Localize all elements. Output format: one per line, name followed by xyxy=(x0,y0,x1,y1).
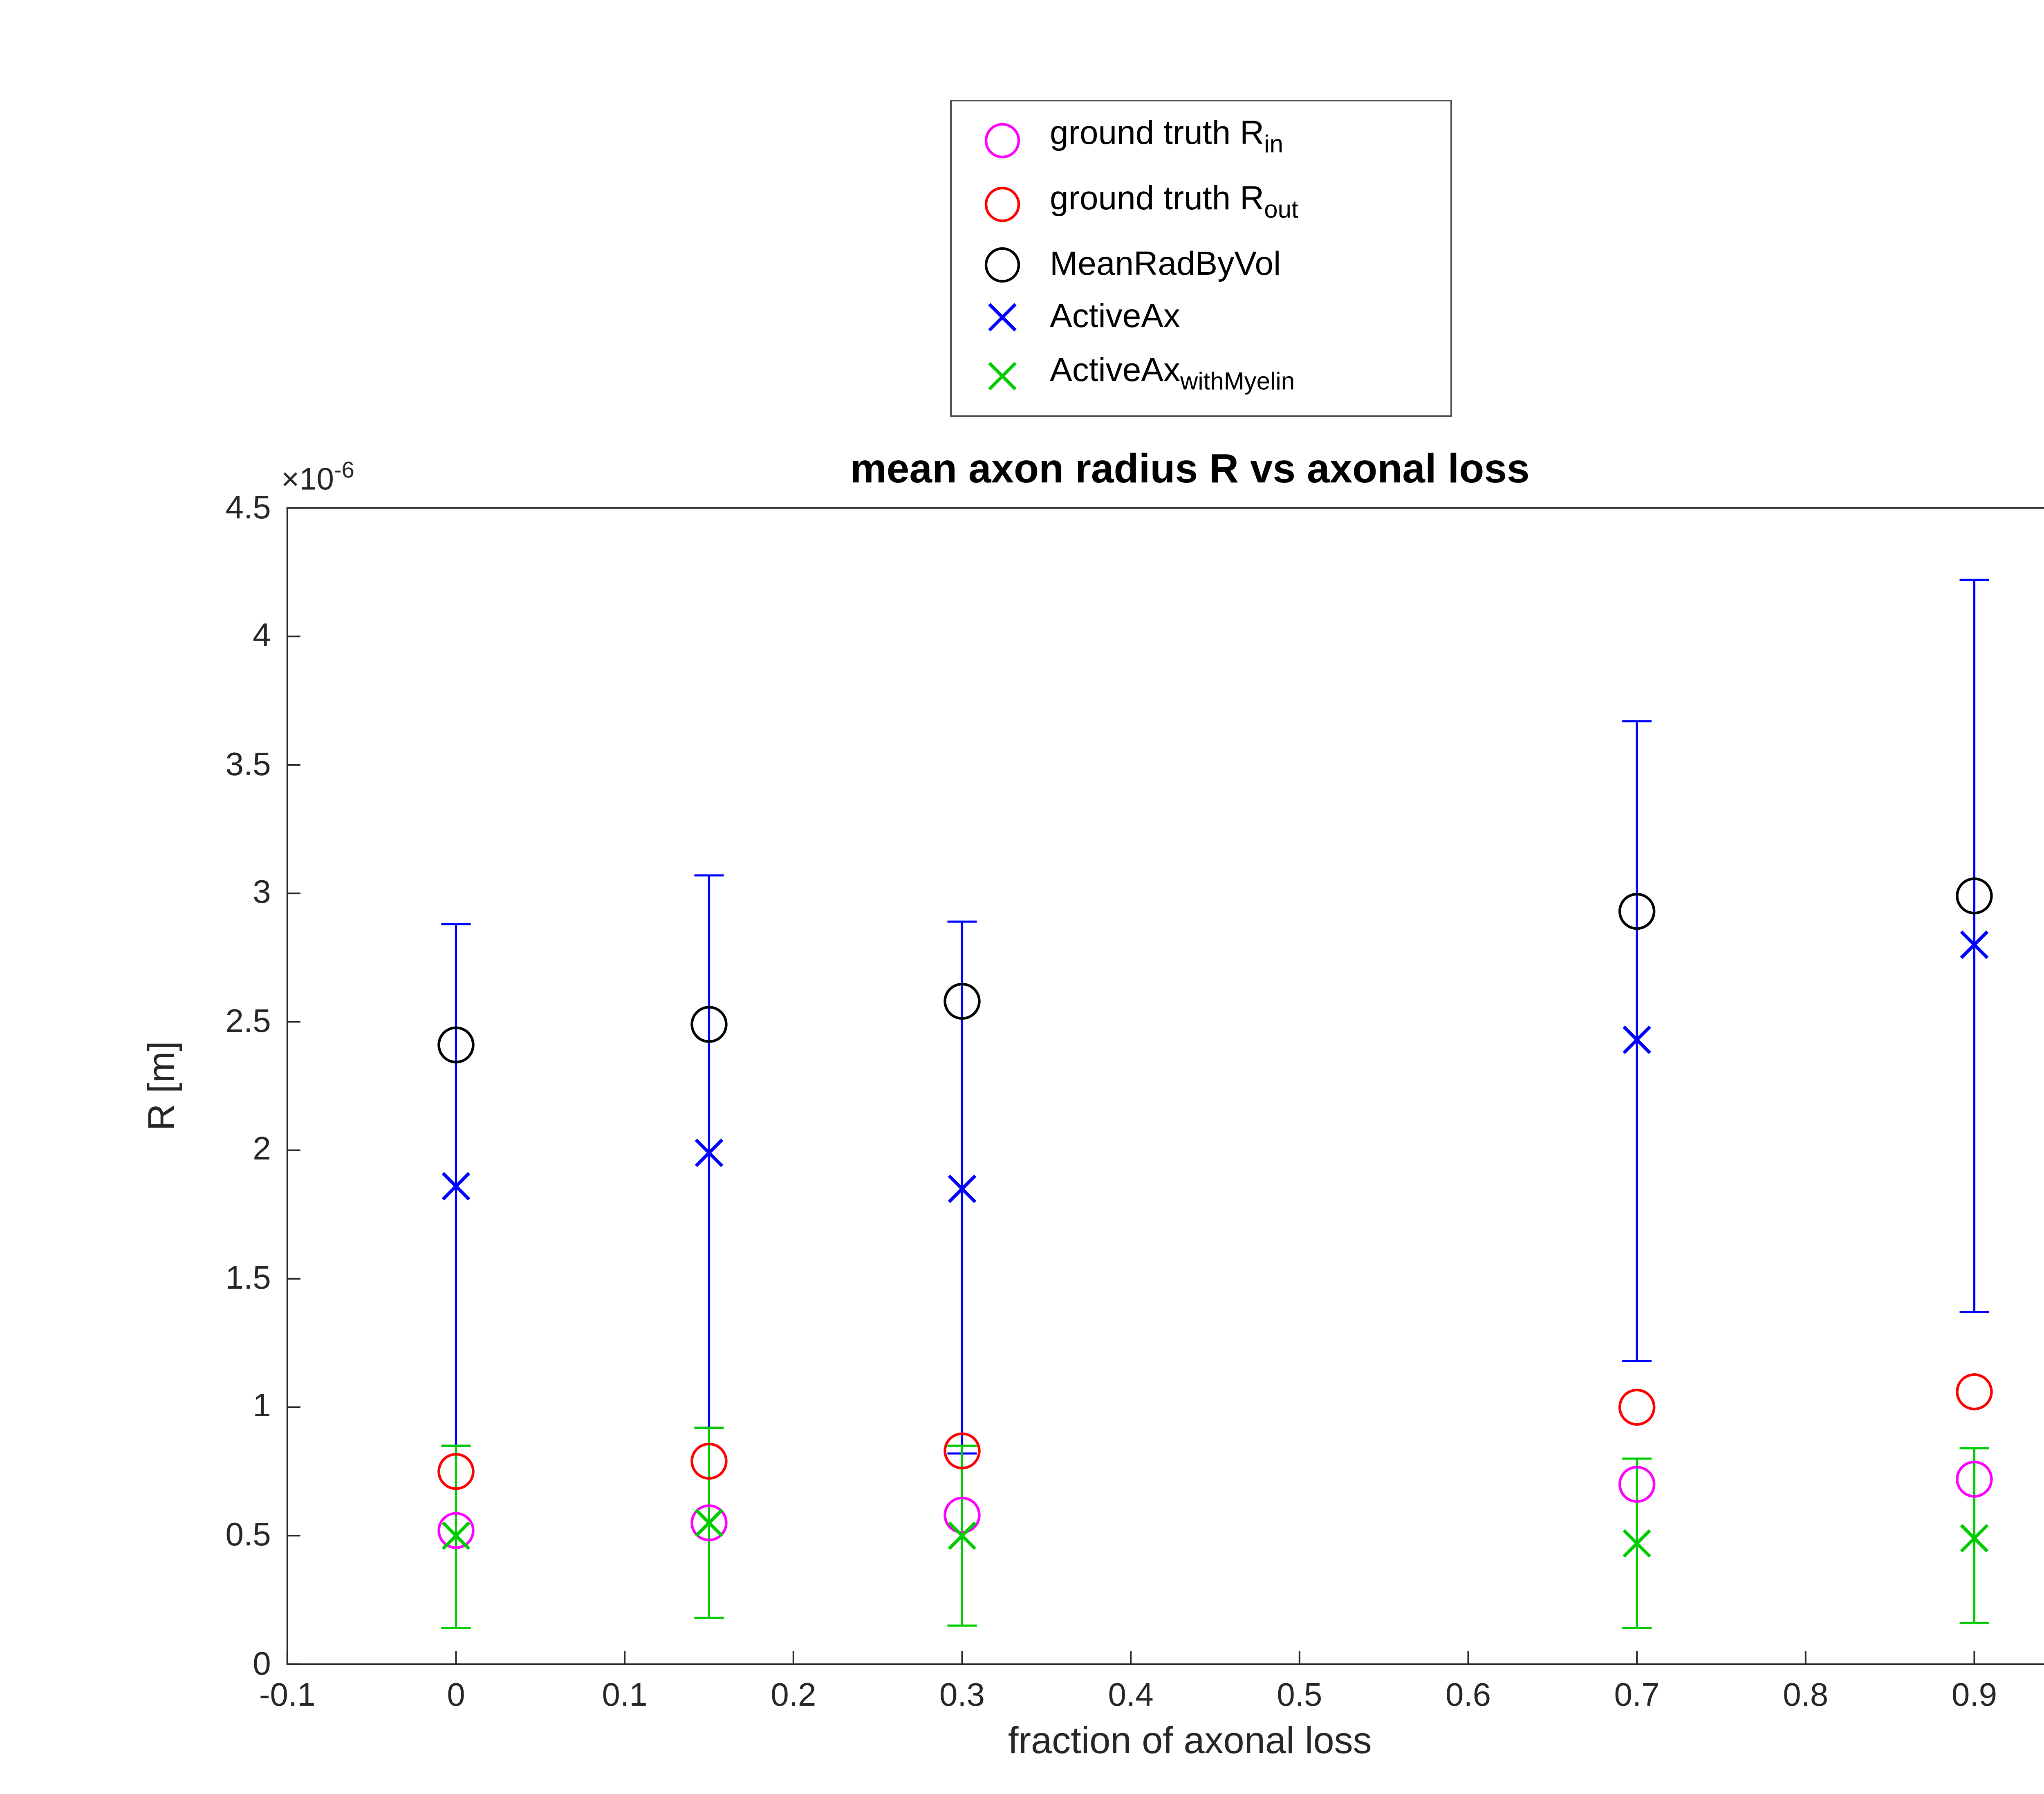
y-axis-multiplier: ×10-6 xyxy=(281,456,354,499)
legend-label: ground truth Rout xyxy=(1050,179,1298,224)
legend-label-subscript: in xyxy=(1264,131,1283,159)
data-marker-x xyxy=(1623,1529,1652,1558)
data-marker-circle xyxy=(944,982,981,1020)
y-tick-label: 4 xyxy=(253,618,271,655)
legend-label: ground truth Rin xyxy=(1050,115,1283,159)
legend-item: ActiveAx xyxy=(975,296,1441,339)
y-axis-multiplier-base: ×10 xyxy=(281,463,334,498)
data-marker-circle xyxy=(690,1006,728,1043)
x-tick-label: 0.7 xyxy=(1614,1678,1660,1714)
plot-frame xyxy=(286,507,2044,1665)
x-tick-label: 0.1 xyxy=(602,1678,648,1714)
data-marker-circle xyxy=(1956,877,1993,915)
data-marker-circle xyxy=(437,1453,475,1490)
legend-marker-x xyxy=(988,362,1017,391)
y-tick-label: 3 xyxy=(253,875,271,912)
legend-marker-circle-icon xyxy=(984,123,1020,158)
data-marker-circle xyxy=(1618,893,1656,930)
y-tick-label: 0.5 xyxy=(225,1518,271,1554)
data-marker-circle xyxy=(437,1026,475,1064)
x-tick-label: 0.2 xyxy=(771,1678,816,1714)
x-axis-label: fraction of axonal loss xyxy=(1008,1719,1372,1761)
legend: ground truth Rin ground truth Rout MeanRad… xyxy=(950,100,1452,417)
x-tick-label: 0.5 xyxy=(1277,1678,1322,1714)
x-tick-label: 0.9 xyxy=(1951,1678,1997,1714)
legend-label: ActiveAxwithMyelin xyxy=(1050,351,1295,395)
data-marker-x xyxy=(948,1174,977,1203)
y-tick-label: 1 xyxy=(253,1389,271,1425)
legend-label-subscript: withMyelin xyxy=(1180,367,1295,395)
data-marker-circle xyxy=(690,1504,728,1541)
legend-marker-circle xyxy=(984,123,1020,158)
data-marker-x xyxy=(1960,1524,1989,1553)
x-tick-label: 0 xyxy=(447,1678,465,1714)
data-marker-circle xyxy=(690,1442,728,1480)
legend-label-subscript: out xyxy=(1264,196,1298,224)
chart-title: mean axon radius R vs axonal loss xyxy=(850,446,1530,492)
data-marker-x xyxy=(442,1521,471,1550)
data-marker-circle xyxy=(1618,1388,1656,1426)
y-tick-label: 3.5 xyxy=(225,747,271,783)
y-tick-label: 2.5 xyxy=(225,1004,271,1040)
data-marker-x xyxy=(1623,1025,1652,1054)
data-marker-circle xyxy=(1956,1460,1993,1498)
legend-label: ActiveAx xyxy=(1050,298,1180,336)
y-tick-label: 2 xyxy=(253,1132,271,1168)
y-axis-multiplier-exponent: -6 xyxy=(334,456,354,482)
data-marker-circle xyxy=(1956,1373,1993,1411)
data-marker-x xyxy=(948,1521,977,1550)
legend-marker-circle-icon xyxy=(984,187,1020,223)
legend-item: ground truth Rin xyxy=(975,113,1441,167)
legend-item: ActiveAxwithMyelin xyxy=(975,349,1441,403)
legend-label: MeanRadByVol xyxy=(1050,244,1281,283)
data-marker-circle xyxy=(944,1496,981,1534)
x-tick-label: 0.6 xyxy=(1445,1678,1491,1714)
x-tick-label: 0.3 xyxy=(939,1678,985,1714)
x-tick-label: 0.4 xyxy=(1108,1678,1154,1714)
data-marker-x xyxy=(695,1508,724,1537)
y-axis-label: R [m] xyxy=(140,1041,182,1131)
x-tick-label: 0.8 xyxy=(1783,1678,1829,1714)
data-marker-x xyxy=(1960,930,1989,959)
x-tick-label: -0.1 xyxy=(259,1678,316,1714)
legend-item: MeanRadByVol xyxy=(975,243,1441,285)
y-tick-label: 4.5 xyxy=(225,490,271,526)
legend-item: ground truth Rout xyxy=(975,178,1441,232)
data-marker-circle xyxy=(1618,1466,1656,1503)
data-marker-x xyxy=(442,1172,471,1201)
legend-marker-x-icon xyxy=(988,362,1017,391)
data-marker-circle xyxy=(437,1512,475,1549)
data-marker-circle xyxy=(944,1432,981,1469)
legend-marker-circle xyxy=(984,187,1020,223)
y-tick-label: 0 xyxy=(253,1646,271,1682)
legend-marker-circle-icon xyxy=(984,246,1020,282)
data-marker-x xyxy=(695,1138,724,1167)
legend-marker-x-icon xyxy=(988,303,1017,332)
legend-marker-circle xyxy=(984,246,1020,282)
legend-marker-x xyxy=(988,303,1017,332)
y-tick-label: 1.5 xyxy=(225,1260,271,1297)
